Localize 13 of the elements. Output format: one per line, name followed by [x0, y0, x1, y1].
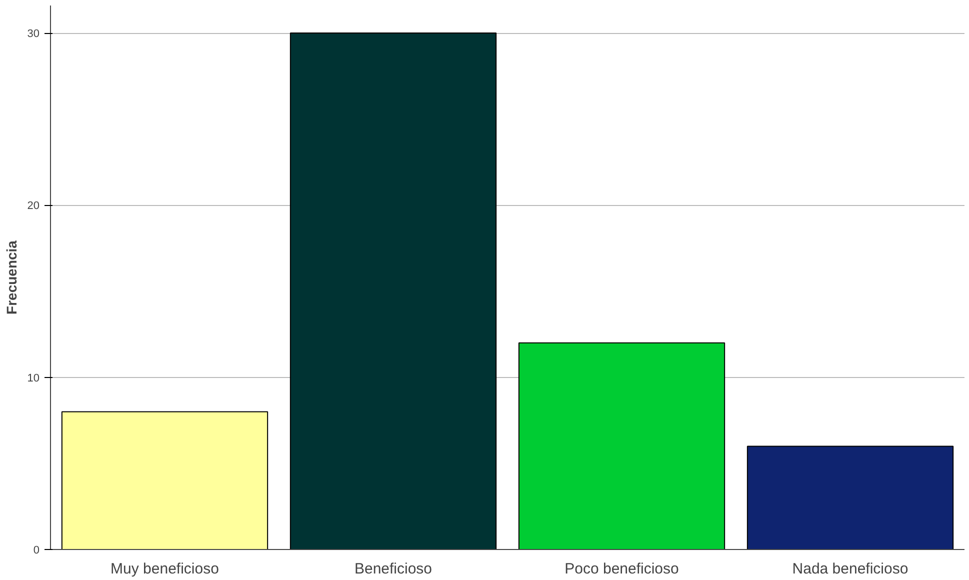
- y-tick-label: 20: [27, 200, 40, 212]
- x-tick-label: Beneficioso: [354, 560, 432, 578]
- x-tick-label: Muy beneficioso: [110, 560, 219, 578]
- bar: [746, 446, 954, 550]
- x-tick-label: Nada beneficioso: [792, 560, 908, 578]
- bar: [518, 342, 726, 550]
- y-tick-label: 30: [27, 28, 40, 40]
- x-tick-label: Poco beneficioso: [564, 560, 679, 578]
- bar: [61, 411, 268, 550]
- bar: [290, 32, 497, 550]
- y-axis-title: Frecuencia: [3, 240, 20, 314]
- y-tick-label: 0: [33, 544, 40, 556]
- y-tick-label: 10: [27, 372, 40, 384]
